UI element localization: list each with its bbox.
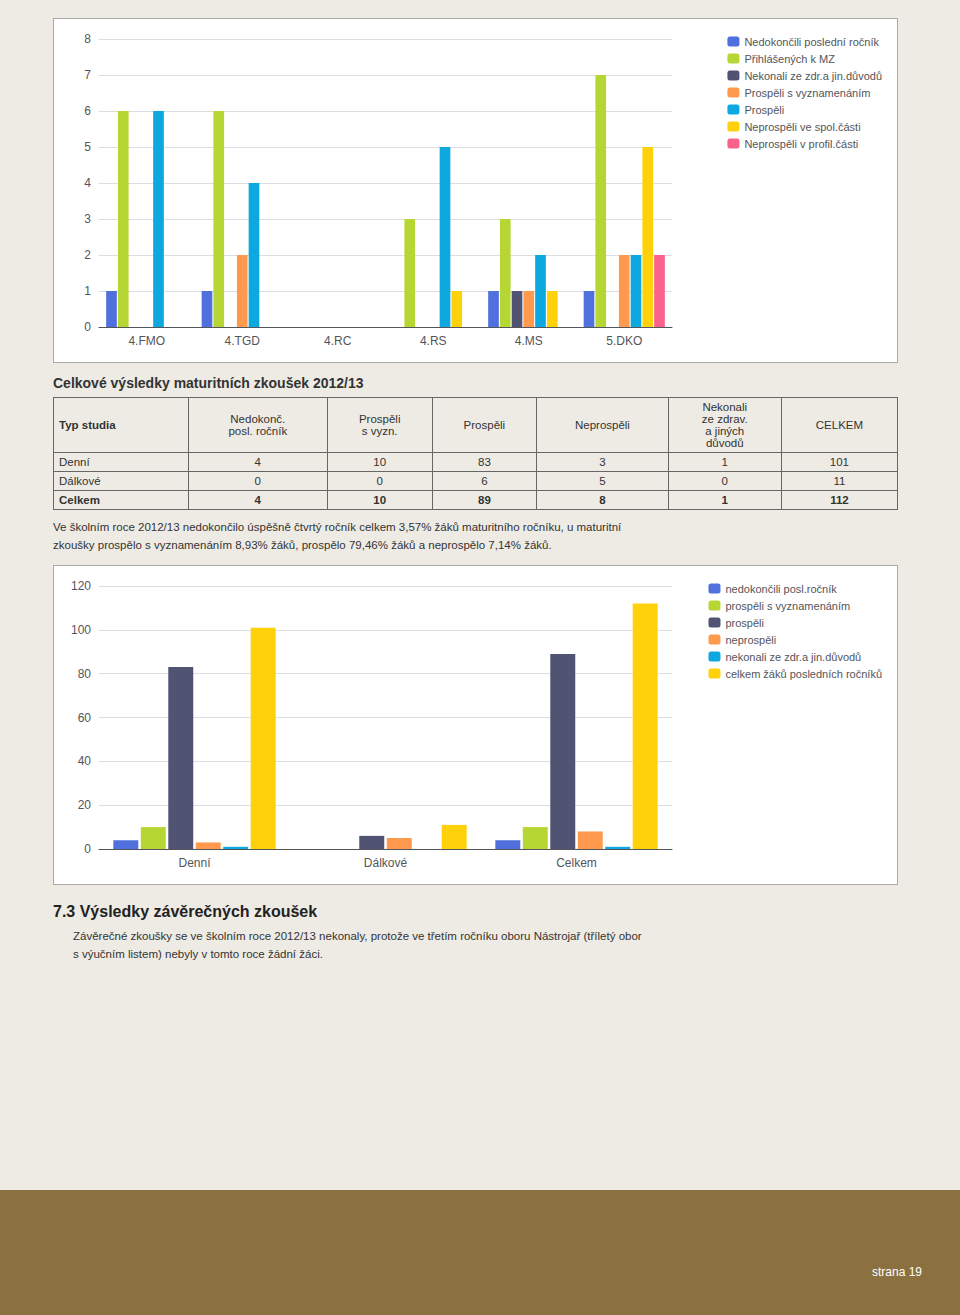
svg-text:1: 1 <box>84 284 91 298</box>
svg-text:3: 3 <box>84 212 91 226</box>
html-text:101: 101 <box>829 456 849 468</box>
svg-text:120: 120 <box>71 579 91 593</box>
svg-text:Nekonali ze zdr.a jin.důvodů: Nekonali ze zdr.a jin.důvodů <box>744 70 882 82</box>
svg-text:4: 4 <box>84 176 91 190</box>
html-text:Neprospěli: Neprospěli <box>575 419 630 431</box>
html-text:7.3 Výsledky závěrečných zkouš: 7.3 Výsledky závěrečných zkoušek <box>53 902 318 920</box>
html-text:Celkové výsledky maturitních z: Celkové výsledky maturitních zkoušek 201… <box>53 375 364 391</box>
html-text:Celkem: Celkem <box>59 494 100 506</box>
svg-text:prospěli s vyznamenáním: prospěli s vyznamenáním <box>725 599 850 611</box>
svg-text:Neprospěli ve spol.části: Neprospěli ve spol.části <box>744 121 860 133</box>
svg-text:6: 6 <box>84 104 91 118</box>
svg-text:Denní: Denní <box>178 856 211 870</box>
svg-text:4.MS: 4.MS <box>515 334 543 348</box>
html-text:3: 3 <box>599 456 606 468</box>
html-text:0: 0 <box>721 475 728 487</box>
html-text:Denní: Denní <box>59 456 90 468</box>
html-text:11: 11 <box>833 475 846 487</box>
svg-text:2: 2 <box>84 248 91 262</box>
html-text:6: 6 <box>481 475 488 487</box>
svg-text:7: 7 <box>84 68 91 82</box>
svg-text:Prospěli: Prospěli <box>744 104 784 116</box>
svg-text:Neprospěli v profil.části: Neprospěli v profil.části <box>744 138 858 150</box>
html-text:89: 89 <box>478 494 491 506</box>
html-text:Prospěli s vyzn.: Prospěli s vyzn. <box>358 413 401 437</box>
html-text:Dálkové: Dálkové <box>59 475 101 487</box>
html-text:83: 83 <box>478 456 491 468</box>
svg-text:0: 0 <box>84 320 91 334</box>
svg-text:neprospěli: neprospěli <box>725 633 776 645</box>
svg-text:Nedokončili poslední ročník: Nedokončili poslední ročník <box>744 36 879 48</box>
html-text:Závěrečné zkoušky se ve školní: Závěrečné zkoušky se ve školním roce 201… <box>73 929 642 961</box>
html-text:1: 1 <box>721 494 728 506</box>
html-text:4: 4 <box>254 494 261 506</box>
html-text:0: 0 <box>376 475 383 487</box>
svg-text:celkem žáků posledních ročníků: celkem žáků posledních ročníků <box>725 667 882 679</box>
svg-text:0: 0 <box>84 842 91 856</box>
html-text:strana 19: strana 19 <box>872 1265 922 1279</box>
svg-text:8: 8 <box>84 32 91 46</box>
html-text:Nekonali ze zdrav. a jiných dů: Nekonali ze zdrav. a jiných důvodů <box>701 401 748 449</box>
svg-text:60: 60 <box>78 710 92 724</box>
svg-text:Celkem: Celkem <box>556 856 597 870</box>
svg-text:5: 5 <box>84 140 91 154</box>
svg-text:prospěli: prospěli <box>725 616 764 628</box>
html-text:0: 0 <box>254 475 261 487</box>
svg-text:100: 100 <box>71 623 91 637</box>
svg-text:nekonali ze zdr.a jin.důvodů: nekonali ze zdr.a jin.důvodů <box>725 650 861 662</box>
html-text:112: 112 <box>830 494 849 506</box>
svg-text:Dálkové: Dálkové <box>364 856 408 870</box>
html-text:Typ studia: Typ studia <box>59 419 116 431</box>
svg-text:40: 40 <box>78 754 92 768</box>
html-text:Nedokonč. posl. ročník: Nedokonč. posl. ročník <box>228 413 288 437</box>
svg-text:4.FMO: 4.FMO <box>128 334 165 348</box>
svg-text:Přihlášených k MZ: Přihlášených k MZ <box>744 53 835 65</box>
html-text:CELKEM: CELKEM <box>815 419 864 431</box>
html-text:5: 5 <box>599 475 606 487</box>
html-text:8: 8 <box>599 494 606 506</box>
html-text:Ve školním roce 2012/13 nedoko: Ve školním roce 2012/13 nedokončilo úspě… <box>53 521 622 552</box>
svg-text:5.DKO: 5.DKO <box>606 334 642 348</box>
html-text:10: 10 <box>373 494 387 506</box>
svg-text:80: 80 <box>78 666 92 680</box>
html-text:4: 4 <box>254 456 261 468</box>
svg-text:Prospěli s vyznamenáním: Prospěli s vyznamenáním <box>744 87 870 99</box>
svg-text:nedokončili posl.ročník: nedokončili posl.ročník <box>725 582 837 594</box>
html-text:10: 10 <box>373 456 387 468</box>
svg-text:4.RC: 4.RC <box>324 334 352 348</box>
svg-text:4.TGD: 4.TGD <box>225 334 261 348</box>
html-text:1: 1 <box>721 456 728 468</box>
svg-text:20: 20 <box>78 798 92 812</box>
svg-text:4.RS: 4.RS <box>420 334 447 348</box>
html-text:Prospěli: Prospěli <box>463 419 506 431</box>
